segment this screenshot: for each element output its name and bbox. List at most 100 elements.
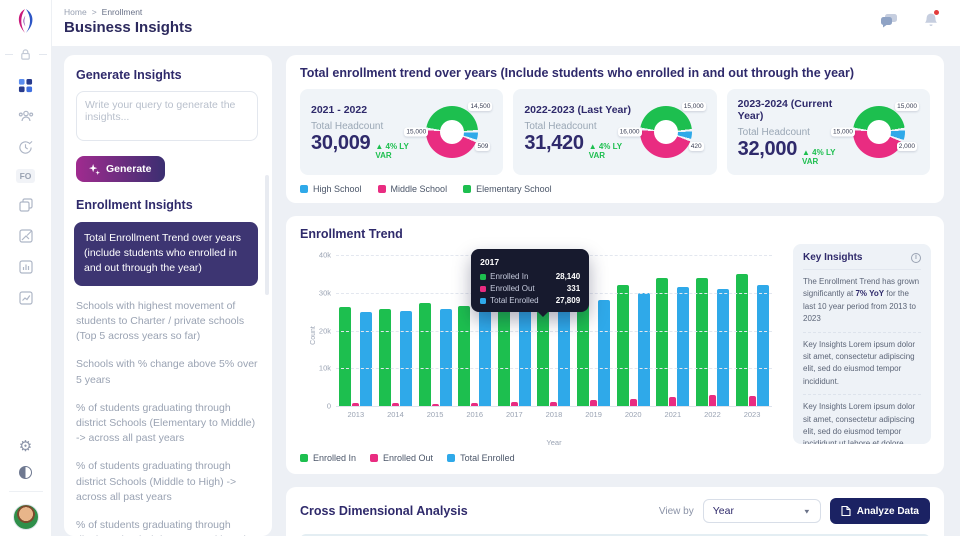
insight-item[interactable]: % of students graduating through distric… (76, 519, 249, 536)
legend-item: Enrolled Out (370, 453, 433, 463)
bar-enrolled-in[interactable] (497, 304, 510, 406)
bar-enrolled-in[interactable] (418, 303, 431, 406)
insight-item[interactable]: % of students graduating through distric… (76, 401, 256, 445)
donut-chart: 15,000 15,000 2,000 (830, 102, 919, 158)
bar-enrolled-in[interactable] (339, 306, 352, 406)
insight-item[interactable]: % of students graduating through distric… (76, 460, 237, 503)
breadcrumb-home[interactable]: Home (64, 7, 87, 17)
bar-enrolled-out[interactable] (629, 398, 637, 406)
bar-group[interactable]: 2018 (537, 255, 571, 419)
bar-enrolled-in[interactable] (577, 292, 590, 406)
bell-icon[interactable] (924, 10, 939, 28)
user-avatar[interactable] (12, 504, 39, 530)
bar-group[interactable]: 2014 (378, 255, 412, 419)
image-edit-icon[interactable] (17, 227, 35, 245)
bar-enrolled-out[interactable] (352, 403, 360, 406)
chart-legend: Enrolled In Enrolled Out Total Enrolled (300, 453, 930, 463)
card-subtitle: Total Headcount (311, 121, 384, 132)
bar-enrolled-out[interactable] (471, 403, 479, 406)
bar-enrolled-out[interactable] (550, 401, 558, 406)
bar-total-enrolled[interactable] (677, 287, 690, 406)
query-input[interactable] (76, 91, 258, 141)
legend-item: Middle School (377, 184, 447, 194)
bar-chart-icon[interactable] (17, 258, 35, 276)
bar-group[interactable]: 2015 (418, 255, 452, 419)
dashboard-grid-icon[interactable] (17, 76, 35, 94)
bar-group[interactable]: 2022 (695, 255, 729, 419)
bar-total-enrolled[interactable] (360, 311, 373, 406)
table-column-header: 2016 (516, 534, 569, 536)
school-legend: High School Middle School Elementary Schoo… (300, 184, 930, 194)
settings-gear-icon[interactable]: ⚙ (18, 438, 33, 455)
bar-total-enrolled[interactable] (558, 306, 571, 406)
insight-item[interactable]: Schools with % change above 5% over 5 ye… (76, 358, 258, 386)
users-icon[interactable] (17, 107, 35, 125)
analyze-data-button[interactable]: Analyze Data (829, 498, 930, 524)
y-axis-label: Count (309, 326, 317, 346)
bar-enrolled-in[interactable] (458, 305, 471, 406)
bar-enrolled-in[interactable] (695, 277, 708, 406)
notification-dot (934, 10, 939, 15)
x-tick: 2016 (466, 410, 484, 419)
bar-total-enrolled[interactable] (598, 299, 611, 406)
insight-item[interactable]: Total Enrollment Trend over years (inclu… (74, 222, 258, 286)
bar-total-enrolled[interactable] (716, 289, 729, 406)
enrollment-trend-panel: Enrollment Trend Count 2013 2014 2015 2016 2… (286, 216, 944, 474)
insights-sidebar-panel: Generate Insights Generate Enrollment In… (64, 55, 272, 536)
page-title: Business Insights (64, 19, 193, 36)
bar-enrolled-out[interactable] (748, 395, 756, 406)
bar-enrolled-in[interactable] (656, 278, 669, 406)
donut-value-label: 420 (688, 142, 704, 151)
bar-enrolled-out[interactable] (669, 396, 677, 406)
bar-enrolled-out[interactable] (431, 403, 439, 406)
stat-card: 2022-2023 (Last Year) Total Headcount 31… (513, 89, 717, 175)
fo-badge[interactable]: FO (15, 169, 36, 183)
app-logo[interactable] (13, 7, 39, 35)
chevron-down-icon: ▼ (802, 507, 811, 515)
document-icon (841, 505, 851, 517)
theme-contrast-toggle-icon[interactable] (19, 466, 32, 479)
breadcrumb: Home > Enrollment (64, 7, 942, 17)
x-tick: 2017 (505, 410, 523, 419)
chat-icon[interactable] (880, 13, 898, 28)
bar-enrolled-in[interactable] (616, 284, 629, 406)
y-tick: 30k (318, 288, 331, 298)
bar-enrolled-out[interactable] (708, 395, 716, 406)
bar-group[interactable]: 2017 (497, 255, 531, 419)
x-tick: 2014 (387, 410, 404, 419)
lock-icon[interactable] (17, 45, 35, 63)
view-by-select[interactable]: Year ▼ (702, 499, 821, 523)
scrollbar-thumb[interactable] (265, 175, 269, 295)
table-column-header: 2017 (568, 534, 621, 536)
view-by-label: View by (658, 505, 694, 517)
bar-total-enrolled[interactable] (439, 308, 452, 406)
bar-group[interactable]: 2013 (339, 255, 373, 419)
bar-group[interactable]: 2023 (735, 255, 769, 419)
bar-group[interactable]: 2021 (656, 255, 690, 419)
copy-pages-icon[interactable] (17, 196, 35, 214)
sidebar: FO ⚙ (0, 0, 52, 536)
bar-enrolled-out[interactable] (510, 401, 518, 406)
x-tick: 2021 (664, 410, 682, 419)
bar-total-enrolled[interactable] (756, 285, 769, 406)
bar-enrolled-in[interactable] (537, 299, 550, 406)
bar-enrolled-out[interactable] (391, 403, 399, 406)
bar-enrolled-in[interactable] (735, 274, 748, 406)
bar-total-enrolled[interactable] (399, 310, 412, 406)
clock-check-icon[interactable] (17, 138, 35, 156)
bar-enrolled-out[interactable] (590, 399, 598, 406)
bar-group[interactable]: 2019 (577, 255, 611, 419)
sparkle-icon (89, 163, 100, 175)
bar-total-enrolled[interactable] (637, 293, 650, 406)
info-icon[interactable]: i (911, 252, 921, 263)
bar-total-enrolled[interactable] (479, 310, 492, 406)
summary-heading: Total enrollment trend over years (Inclu… (300, 66, 854, 80)
variance-badge: ▲ 4% LY VAR (802, 148, 836, 166)
generate-button[interactable]: Generate (76, 156, 165, 182)
bar-group[interactable]: 2020 (616, 255, 650, 419)
donut-value-label: 2,000 (896, 142, 917, 151)
insight-item[interactable]: Schools with highest movement of student… (76, 299, 245, 343)
line-chart-icon[interactable] (17, 289, 35, 307)
bar-total-enrolled[interactable] (518, 308, 531, 406)
bar-enrolled-in[interactable] (378, 308, 391, 406)
